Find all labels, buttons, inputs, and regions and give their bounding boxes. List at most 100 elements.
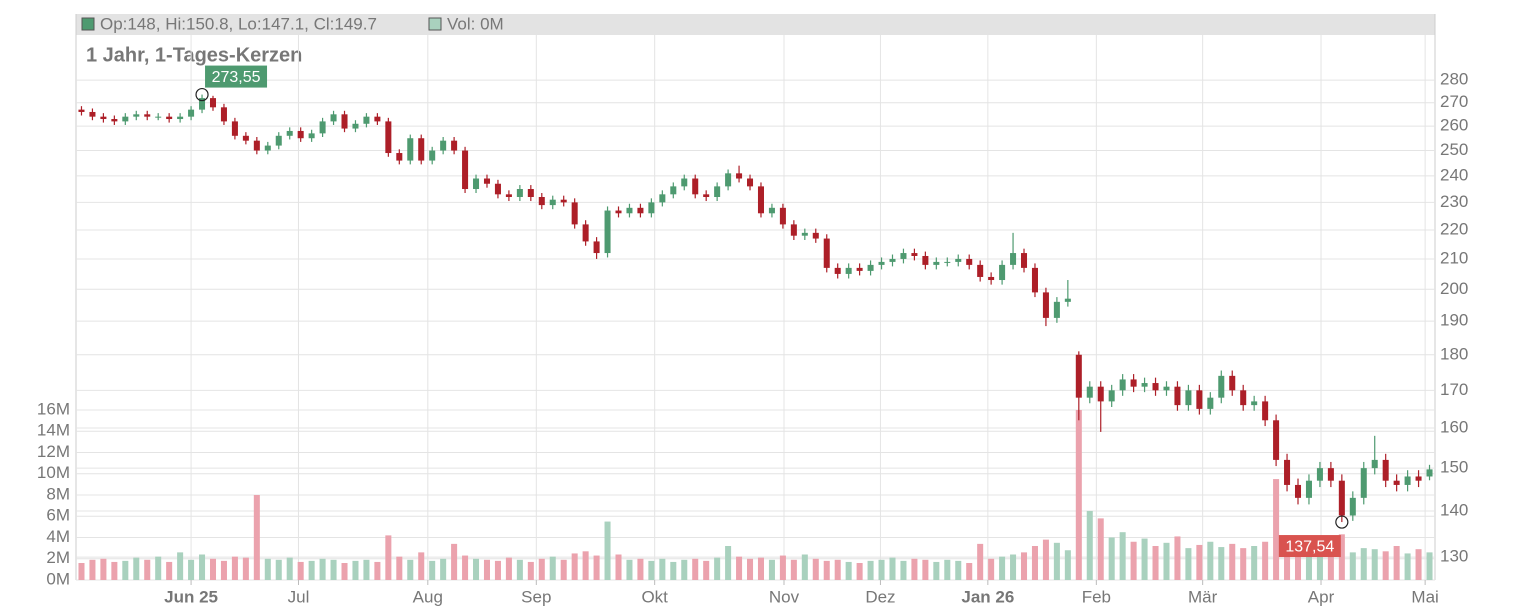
candle-body: [396, 153, 403, 161]
candle-body: [363, 116, 370, 124]
candle-body: [615, 210, 622, 214]
candle-body: [1393, 480, 1400, 485]
volume-bar: [341, 563, 348, 580]
candle-body: [494, 183, 501, 195]
volume-bar: [593, 555, 600, 580]
candle-body: [1042, 292, 1049, 318]
annotation-box: [205, 65, 268, 88]
volume-bar: [78, 563, 85, 580]
y-tick-label: 160: [1440, 417, 1468, 436]
candle-body: [1141, 383, 1148, 387]
candle-body: [209, 98, 217, 108]
volume-bar: [209, 558, 217, 580]
volume-tick-label: 0M: [46, 569, 70, 588]
candle-body: [330, 114, 337, 122]
volume-tick-label: 16M: [37, 399, 70, 418]
volume-bar: [933, 561, 940, 580]
volume-bar: [1086, 510, 1093, 580]
volume-bar: [1393, 546, 1400, 580]
candle-body: [571, 202, 578, 225]
volume-bar: [659, 558, 666, 580]
candle-body: [1130, 379, 1137, 387]
x-tick-label: Aug: [413, 587, 443, 606]
candle-body: [440, 140, 447, 151]
candle-body: [955, 258, 962, 262]
candle-body: [1097, 386, 1104, 402]
volume-bar: [1042, 539, 1049, 580]
candle-body: [593, 241, 600, 254]
volume-bar: [1119, 532, 1126, 580]
candle-body: [144, 114, 151, 117]
volume-bar: [1097, 518, 1104, 580]
y-tick-label: 240: [1440, 165, 1468, 184]
annotation-marker: [195, 87, 209, 102]
candle-body: [264, 145, 271, 151]
candle-body: [659, 194, 666, 203]
annotation-box: [1278, 535, 1341, 558]
candle-body: [1251, 401, 1258, 406]
candle-body: [462, 150, 469, 190]
candle-body: [177, 116, 184, 120]
volume-bar: [725, 546, 732, 580]
candle-body: [308, 133, 315, 139]
volume-bar: [89, 559, 96, 580]
volume-bar: [1382, 551, 1389, 580]
candle-body: [1152, 383, 1159, 391]
candle-body: [231, 121, 238, 136]
y-tick-label: 280: [1440, 70, 1468, 89]
volume-bar: [516, 559, 523, 580]
volume-bar: [582, 551, 589, 580]
volume-bar: [615, 554, 622, 580]
candle-body: [1294, 484, 1302, 498]
volume-bar: [1185, 548, 1192, 580]
volume-bar: [1174, 536, 1181, 580]
volume-bar: [111, 561, 118, 580]
volume-bar: [1371, 549, 1378, 580]
candle-body: [999, 264, 1006, 281]
volume-bar: [1426, 552, 1433, 580]
candle-body: [878, 261, 885, 265]
volume-bar: [188, 559, 195, 580]
volume-bar: [297, 561, 304, 580]
candle-body: [933, 261, 940, 265]
volume-bar: [1316, 542, 1323, 580]
volume-bar: [736, 556, 743, 580]
volume-tick-label: 6M: [46, 506, 70, 525]
y-tick-label: 220: [1440, 220, 1468, 239]
volume-bar: [505, 557, 512, 580]
candle-body: [966, 258, 973, 265]
x-tick-label: Apr: [1308, 587, 1335, 606]
candle-body: [900, 253, 907, 259]
candle-body: [1218, 375, 1225, 398]
x-tick-label: Sep: [521, 587, 551, 606]
candle-body: [703, 194, 710, 197]
legend-swatch: [428, 17, 442, 31]
y-tick-label: 210: [1440, 248, 1468, 267]
candle-body: [341, 114, 348, 129]
x-tick-label: Okt: [641, 587, 668, 606]
candle-body: [1020, 253, 1028, 268]
candle-body: [790, 224, 797, 236]
volume-bar: [429, 560, 436, 580]
candle-body: [1010, 253, 1017, 265]
volume-bar: [790, 559, 797, 580]
volume-bar: [626, 559, 633, 580]
candle-body: [889, 258, 896, 262]
x-tick-label: Jul: [288, 587, 310, 606]
candle-body: [111, 119, 118, 122]
candle-body: [725, 173, 732, 187]
candle-body: [626, 207, 633, 214]
volume-bar: [549, 556, 556, 580]
volume-tick-label: 4M: [46, 527, 70, 546]
x-tick-label: Feb: [1082, 587, 1111, 606]
volume-tick-label: 12M: [37, 442, 70, 461]
volume-bar: [1327, 550, 1334, 580]
volume-tick-label: 2M: [46, 548, 70, 567]
candle-body: [1284, 459, 1291, 485]
volume-bar: [220, 560, 227, 580]
annotation-label: 137,54: [1285, 538, 1334, 555]
volume-bar: [955, 560, 962, 580]
legend-swatch: [81, 17, 95, 31]
volume-bar: [385, 535, 392, 580]
volume-bar: [275, 559, 282, 580]
